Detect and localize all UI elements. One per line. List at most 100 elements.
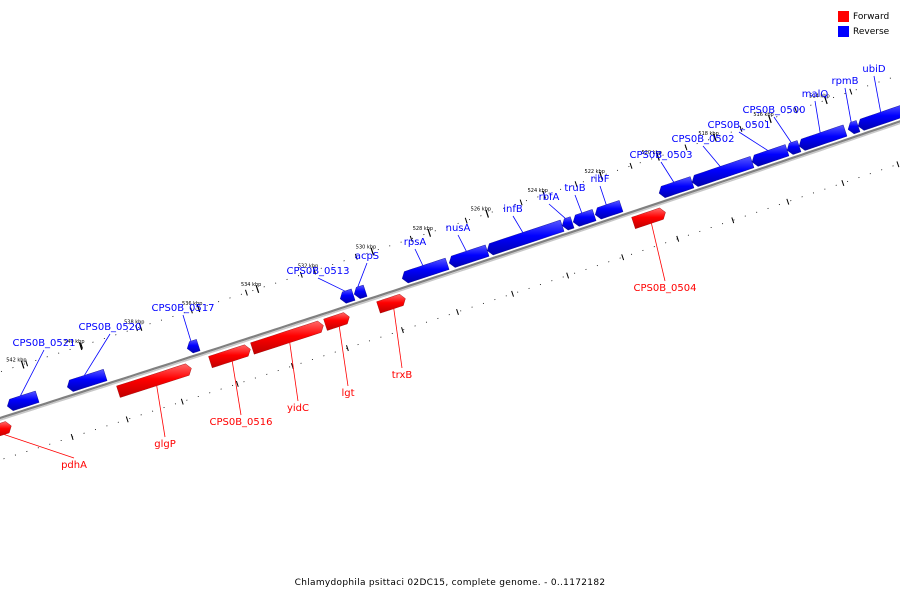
forward-track-tick <box>401 327 404 334</box>
gene-cps0b-0503[interactable] <box>658 176 695 198</box>
gene-cps0b-0517[interactable] <box>186 339 201 354</box>
gene-rpsa[interactable] <box>401 257 450 284</box>
gene-rbfa[interactable] <box>561 216 575 231</box>
gene-leader-line <box>457 234 467 252</box>
gene-cps0b-0516[interactable] <box>208 344 251 369</box>
gene-leader-line <box>599 185 607 205</box>
gene-glgp[interactable] <box>116 363 192 398</box>
scale-tick <box>138 322 143 331</box>
gene-leader-line <box>4 434 75 459</box>
gene-leader-line <box>702 145 721 167</box>
gene-cps0b-0504[interactable] <box>631 207 666 229</box>
reverse-swatch <box>838 26 849 37</box>
gene-lgt[interactable] <box>323 312 350 331</box>
gene-leader-line <box>512 215 524 233</box>
gene-acps[interactable] <box>353 284 368 299</box>
gene-leader-line <box>231 361 242 416</box>
gene-cps0b-0520[interactable] <box>67 368 108 392</box>
scale-tick-label: 536 kbp <box>182 301 202 307</box>
gene-cps0b-0501[interactable] <box>751 144 790 167</box>
gene-leader-line <box>844 87 852 123</box>
gene-cps0b-0521[interactable] <box>7 390 40 411</box>
gene-leader-line <box>393 308 403 369</box>
gene-trub[interactable] <box>572 209 597 227</box>
gene-cps0b-0502[interactable] <box>691 156 755 187</box>
gene-label: lgt <box>341 388 354 399</box>
legend-item-reverse: Reverse <box>838 24 900 39</box>
reverse-track-tick <box>629 162 633 169</box>
gene-yidc[interactable] <box>250 320 324 355</box>
gene-leader-line <box>414 248 424 266</box>
gene-label: acpS <box>355 251 379 262</box>
reverse-track-tick <box>354 253 358 260</box>
gene-leader-line <box>814 100 821 133</box>
scale-tick-label: 522 kbp <box>585 169 605 175</box>
gene-label: infB <box>503 204 523 215</box>
scale-tick-label: 542 kbp <box>6 357 26 363</box>
reverse-track-tick <box>684 144 688 151</box>
gene-label: rpsA <box>404 237 427 248</box>
gene-label: CPS0B_0501 <box>707 120 770 131</box>
gene-trxb[interactable] <box>376 293 406 314</box>
scale-tick-label: 532 kbp <box>298 263 318 269</box>
genome-caption: Chlamydophila psittaci 02DC15, complete … <box>294 578 606 588</box>
scale-tick-label: 514 kbp <box>809 93 829 99</box>
gene-leader-line <box>548 203 566 219</box>
legend-item-forward: Forward <box>838 9 900 24</box>
scale-tick-label: 538 kbp <box>124 320 144 326</box>
forward-track-tick <box>621 254 625 261</box>
genome-backbone <box>0 120 900 420</box>
gene-label: rpmB <box>831 76 858 87</box>
gene-label: nusA <box>446 223 471 234</box>
scale-tick-label: 524 kbp <box>528 188 548 194</box>
legend-label-forward: Forward <box>853 11 890 22</box>
gene-leader-line <box>357 262 368 287</box>
gene-label: CPS0B_0503 <box>629 150 692 161</box>
scale-tick <box>768 115 772 124</box>
gene-leader-line <box>20 349 45 396</box>
scale-tick-label: 518 kbp <box>698 131 718 137</box>
gene-label: truB <box>564 183 585 194</box>
forward-swatch <box>838 11 849 22</box>
reverse-track-tick <box>464 217 468 224</box>
scale-tick <box>312 266 317 275</box>
gene-label: CPS0B_0517 <box>151 303 214 314</box>
forward-track-tick <box>235 380 239 387</box>
gene-leader-line <box>574 194 583 214</box>
scale-tick-label: 534 kbp <box>241 282 261 288</box>
gene-leader-line <box>338 326 349 387</box>
scale-tick <box>542 190 546 199</box>
gene-label: pdhA <box>61 460 87 471</box>
gene-label: rbfA <box>539 192 560 203</box>
reverse-track-tick <box>299 271 303 278</box>
gene-nusa[interactable] <box>448 244 490 268</box>
reverse-track-tick <box>25 360 29 367</box>
gene-label: CPS0B_0502 <box>671 134 734 145</box>
gene-label: CPS0B_0513 <box>286 266 349 277</box>
gene-cps0b-0513[interactable] <box>339 288 356 304</box>
scale-tick <box>599 171 603 180</box>
gene-pdha[interactable] <box>0 421 12 438</box>
gene-leader-line <box>289 342 299 402</box>
strand-legend: Forward Reverse <box>838 9 900 39</box>
scale-tick <box>713 133 717 142</box>
reverse-track-tick <box>739 125 743 132</box>
reverse-track-tick <box>574 181 578 188</box>
gene-ribf[interactable] <box>594 200 624 220</box>
gene-label: CPS0B_0520 <box>78 322 141 333</box>
forward-track-tick <box>731 217 735 224</box>
gene-cps0b-0500[interactable] <box>786 140 802 155</box>
gene-ubid[interactable] <box>857 104 900 131</box>
gene-rpmb[interactable] <box>847 120 861 135</box>
scale-tick <box>20 360 25 369</box>
gene-leader-line <box>317 277 346 292</box>
forward-track-tick <box>566 272 570 279</box>
gene-malq[interactable] <box>798 124 848 151</box>
forward-track-tick <box>346 345 349 352</box>
gene-infb[interactable] <box>486 219 565 256</box>
reverse-track-tick <box>80 342 83 349</box>
scale-tick <box>823 96 828 105</box>
gene-label: CPS0B_0516 <box>209 417 272 428</box>
reverse-track-tick <box>190 307 193 314</box>
